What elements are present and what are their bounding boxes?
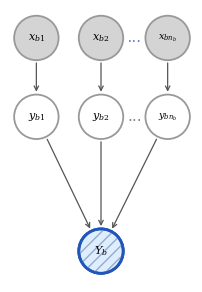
Ellipse shape: [145, 16, 190, 60]
Text: $x_{b1}$: $x_{b1}$: [28, 32, 45, 44]
Text: ...: ...: [127, 30, 142, 46]
Text: $y_{b1}$: $y_{b1}$: [27, 111, 45, 123]
Ellipse shape: [79, 95, 123, 139]
Text: $y_{b2}$: $y_{b2}$: [92, 111, 110, 123]
Text: $x_{bn_b}$: $x_{bn_b}$: [158, 32, 177, 44]
Text: $Y_b$: $Y_b$: [94, 244, 108, 258]
Text: $y_{bn_b}$: $y_{bn_b}$: [158, 111, 177, 123]
Ellipse shape: [14, 95, 59, 139]
Ellipse shape: [79, 16, 123, 60]
Text: ...: ...: [127, 109, 142, 124]
Ellipse shape: [145, 95, 190, 139]
Text: $x_{b2}$: $x_{b2}$: [92, 32, 110, 44]
Ellipse shape: [14, 16, 59, 60]
Ellipse shape: [79, 229, 123, 273]
